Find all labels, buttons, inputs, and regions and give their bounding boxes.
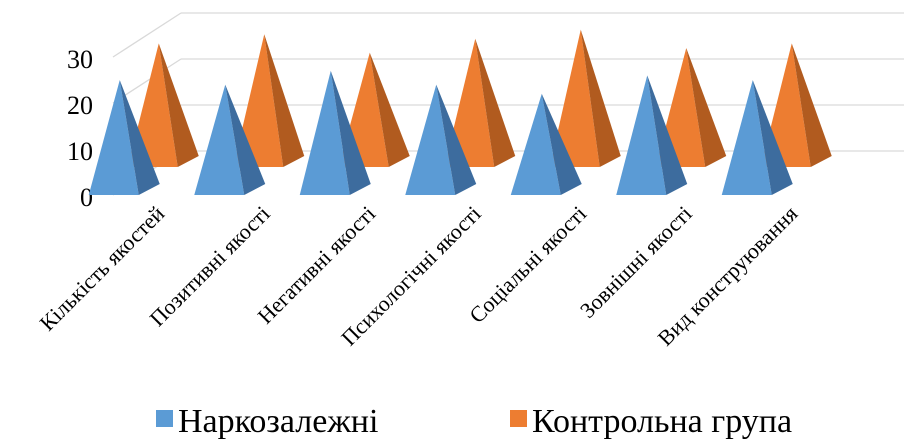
pyramid-наркозалежні-7	[721, 80, 793, 195]
legend-label-kontrolna-grupa: Контрольна група	[532, 403, 792, 440]
pyramid-наркозалежні-3	[299, 70, 371, 195]
pyramid-front-face	[405, 84, 456, 195]
pyramid-контрольна-група-4	[444, 38, 516, 167]
pyramid-side-face	[686, 48, 727, 167]
pyramid-side-face	[791, 43, 832, 167]
pyramid-side-face	[330, 70, 371, 195]
x-tick-label: Зовнішні якості	[575, 201, 697, 323]
pyramid-side-face	[752, 80, 793, 195]
pyramid-side-face	[158, 43, 199, 167]
y-tick-label: 30	[67, 45, 93, 74]
pyramid-front-face	[299, 70, 350, 195]
pyramid-front-face	[88, 80, 139, 195]
pyramid-front-face	[233, 34, 284, 168]
pyramid-front-face	[194, 84, 245, 195]
pyramid-наркозалежні-4	[405, 84, 477, 195]
pyramid-side-face	[369, 52, 410, 167]
legend-label-narkozalezhni: Наркозалежні	[178, 403, 378, 440]
legend-swatch-narkozalezhni	[156, 410, 173, 427]
pyramid-наркозалежні-6	[616, 75, 688, 195]
pyramid-контрольна-група-2	[233, 34, 305, 168]
y-tick-label: 0	[80, 183, 93, 212]
pyramid-наркозалежні-5	[510, 93, 582, 195]
pyramid-front-face	[721, 80, 772, 195]
pyramid-side-face	[647, 75, 688, 195]
pyramid-side-face	[580, 29, 621, 167]
pyramid-bars	[88, 29, 832, 195]
y-axis-ticks: 0 10 20 30	[67, 45, 93, 212]
pyramid-side-face	[119, 80, 160, 195]
pyramid-front-face	[444, 38, 495, 167]
pyramid-side-face	[541, 93, 582, 195]
pyramid-side-face	[475, 38, 516, 167]
y-tick-label: 20	[67, 91, 93, 120]
legend-swatch-kontrolna-grupa	[510, 410, 527, 427]
pyramid-front-face	[616, 75, 667, 195]
pyramid-side-face	[436, 84, 477, 195]
legend: Наркозалежні Контрольна група	[156, 403, 792, 440]
pyramid-наркозалежні-1	[88, 80, 160, 195]
pyramid-наркозалежні-2	[194, 84, 266, 195]
pyramid-контрольна-група-5	[549, 29, 621, 167]
pyramid-front-face	[549, 29, 600, 167]
pyramid-side-face	[264, 34, 305, 168]
gridline-connector	[112, 12, 182, 58]
y-tick-label: 10	[67, 137, 93, 166]
pyramid-front-face	[510, 93, 561, 195]
pyramid-side-face	[225, 84, 266, 195]
